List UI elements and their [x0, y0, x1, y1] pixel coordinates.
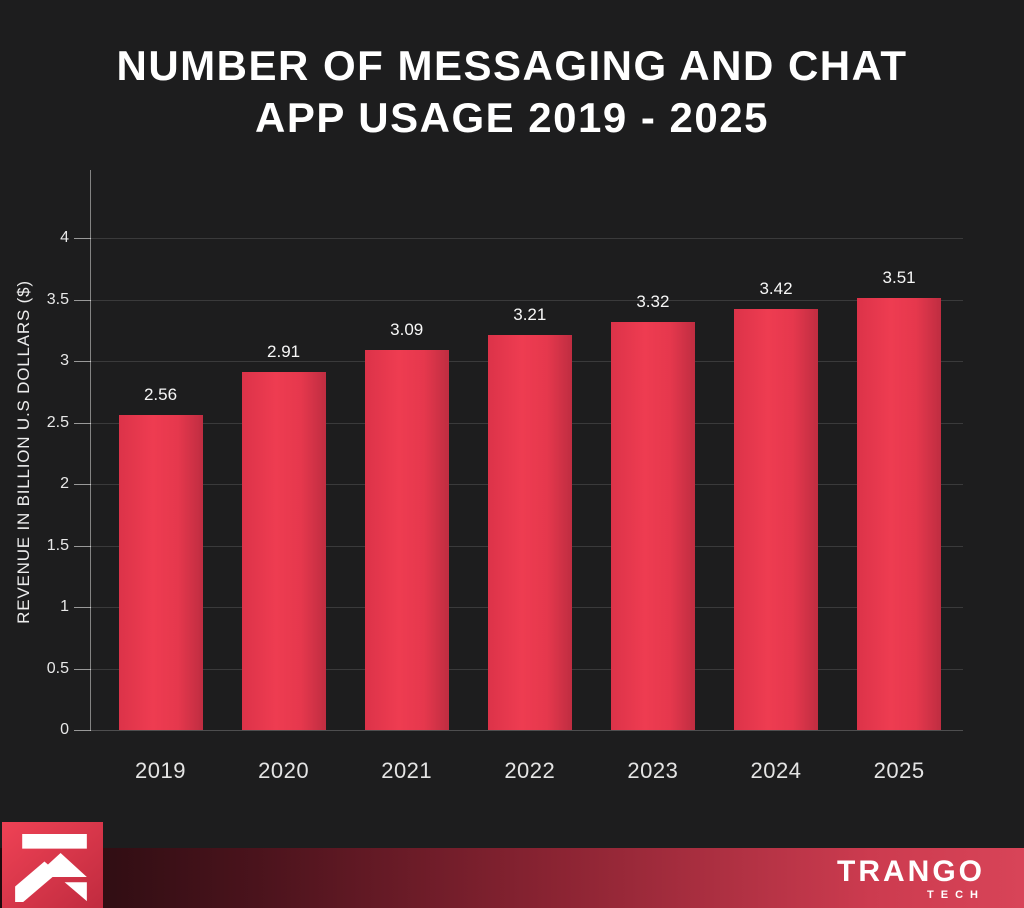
bar-value-2020: 2.91	[267, 342, 301, 362]
brand-name: TRANGO	[837, 855, 985, 888]
x-label-2020: 2020	[258, 758, 310, 783]
y-tick-label-2.5: 2.5	[46, 413, 69, 431]
chart-title: NUMBER OF MESSAGING AND CHAT APP USAGE 2…	[0, 40, 1024, 144]
brand-lockup: TRANGO TECH	[837, 855, 985, 902]
bar-value-2022: 3.21	[513, 305, 547, 325]
y-tick-label-1: 1	[60, 598, 69, 615]
y-tick-2	[74, 484, 91, 485]
y-tick-3.5	[74, 299, 91, 301]
bar-value-2019: 2.56	[143, 385, 178, 405]
y-tick-0.5	[74, 668, 91, 670]
bar-2022	[487, 335, 572, 730]
y-axis-title: REVENUE IN BILLION U.S DOLLARS ($)	[14, 280, 33, 624]
y-tick-0	[74, 730, 91, 731]
y-tick-1	[74, 607, 91, 608]
bar-value-2024: 3.42	[759, 279, 793, 299]
bar-value-2021: 3.09	[390, 319, 424, 339]
brand-sub: TECH	[927, 889, 985, 901]
arrow-up-right-icon	[2, 822, 103, 908]
bar-value-2023: 3.32	[636, 291, 670, 311]
gridline-3.5	[91, 299, 963, 301]
plot-area: 0 0.5 1 1.5 2 2.5 3 3.5 4 2.56 2019 2.91 2020 3.09 202…	[47, 170, 963, 783]
x-label-2025: 2025	[873, 758, 925, 783]
bar-value-2025: 3.51	[882, 268, 916, 288]
bar-2025	[857, 298, 942, 730]
x-label-2023: 2023	[627, 758, 679, 783]
y-tick-label-3.5: 3.5	[46, 290, 69, 308]
bar-2019	[118, 415, 203, 730]
y-tick-2.5	[74, 422, 91, 424]
footer-band	[0, 848, 1024, 908]
gridline-4	[91, 238, 963, 239]
y-tick-label-0.5: 0.5	[46, 659, 69, 677]
y-tick-3	[74, 361, 91, 362]
y-tick-label-0: 0	[60, 721, 69, 738]
trango-logo-badge	[2, 822, 103, 908]
chart-title-line2: APP USAGE 2019 - 2025	[255, 94, 769, 141]
bar-2023	[610, 321, 695, 730]
x-label-2021: 2021	[381, 758, 433, 783]
x-label-2022: 2022	[504, 758, 556, 783]
y-tick-label-3: 3	[60, 352, 69, 369]
y-tick-label-2: 2	[60, 475, 69, 492]
y-tick-label-1.5: 1.5	[46, 536, 69, 554]
y-tick-label-4: 4	[60, 229, 69, 246]
x-label-2019: 2019	[135, 758, 186, 783]
bar-2024	[734, 309, 818, 730]
chart-title-line1: NUMBER OF MESSAGING AND CHAT	[116, 42, 908, 89]
bar-2020	[241, 372, 326, 730]
y-tick-4	[74, 238, 91, 239]
x-label-2024: 2024	[750, 758, 802, 783]
y-tick-1.5	[74, 545, 91, 547]
bar-2021	[364, 349, 449, 730]
